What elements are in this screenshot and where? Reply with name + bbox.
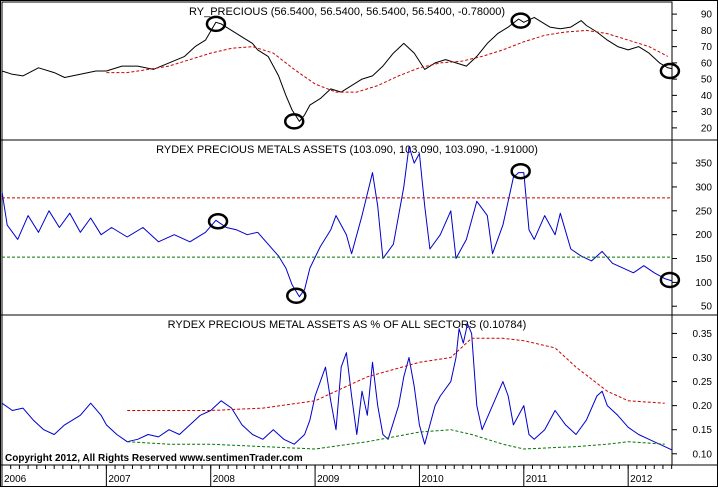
y-tick-label: 350	[695, 159, 712, 170]
y-tick-label: 250	[695, 206, 712, 217]
y-tick-label: 0.25	[693, 377, 713, 388]
x-tick-label: 2009	[317, 474, 340, 485]
y-tick-label: 100	[695, 278, 712, 289]
panel-frame	[1, 139, 673, 316]
x-tick-label: 2010	[421, 474, 444, 485]
highlight-marker	[659, 62, 681, 80]
series-price	[1, 16, 673, 122]
y-tick-label: 300	[695, 182, 712, 193]
y-tick-label: 40	[701, 91, 713, 102]
panel-frame	[1, 314, 673, 466]
series-assets	[1, 145, 673, 298]
copyright-text: Copyright 2012, All Rights Reserved www.…	[5, 453, 303, 464]
y-tick-label: 0.20	[693, 401, 713, 412]
chart-panel-2: RYDEX PRECIOUS METALS ASSETS (103.090, 1…	[0, 139, 718, 316]
y-tick-label: 0.15	[693, 425, 713, 436]
y-tick-label: 50	[701, 302, 713, 313]
y-tick-label: 200	[695, 230, 712, 241]
y-tick-label: 0.30	[693, 353, 713, 364]
y-tick-label: 30	[701, 107, 713, 118]
y-tick-label: 0.35	[693, 329, 713, 340]
panel-title: RYDEX PRECIOUS METAL ASSETS AS % OF ALL …	[168, 319, 527, 331]
y-tick-label: 0.10	[693, 449, 713, 460]
series-moving-average	[106, 29, 669, 93]
x-tick-label: 2006	[4, 474, 27, 485]
highlight-marker	[659, 271, 681, 289]
series-percent	[1, 323, 673, 451]
highlight-marker	[207, 213, 229, 230]
highlight-marker	[510, 162, 531, 180]
x-tick-label: 2008	[213, 474, 236, 485]
panel-title: RY_PRECIOUS (56.5400, 56.5400, 56.5400, …	[189, 6, 505, 18]
y-tick-label: 80	[701, 26, 713, 37]
y-tick-label: 60	[701, 58, 713, 69]
series-upper-band	[127, 337, 665, 411]
y-tick-label: 90	[701, 10, 713, 21]
x-tick-label: 2011	[526, 474, 548, 485]
x-tick-label: 2007	[108, 474, 131, 485]
highlight-marker	[510, 12, 531, 29]
y-tick-label: 150	[695, 254, 712, 265]
highlight-marker	[205, 15, 227, 33]
panel-title: RYDEX PRECIOUS METALS ASSETS (103.090, 1…	[156, 144, 538, 156]
y-tick-label: 70	[701, 42, 713, 53]
chart-panel-1: RY_PRECIOUS (56.5400, 56.5400, 56.5400, …	[0, 1, 718, 141]
series-lower-band	[127, 429, 665, 450]
highlight-marker	[283, 113, 305, 130]
y-tick-label: 50	[701, 75, 713, 86]
y-tick-label: 20	[701, 123, 713, 134]
chart-panel-3: RYDEX PRECIOUS METAL ASSETS AS % OF ALL …	[0, 314, 718, 466]
x-tick-label: 2012	[630, 474, 653, 485]
highlight-marker	[286, 287, 307, 304]
